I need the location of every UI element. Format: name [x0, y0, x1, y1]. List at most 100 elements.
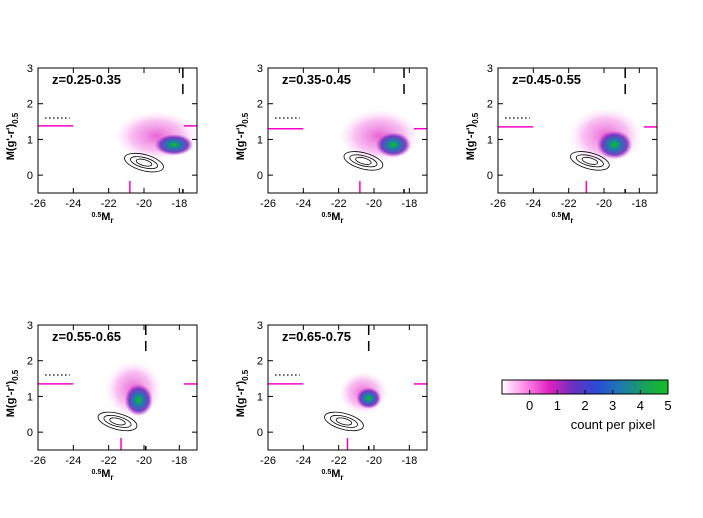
x-label-sup: 0.5	[322, 469, 332, 476]
y-tick-label: 1	[487, 134, 493, 146]
x-label-sub: r	[340, 473, 343, 482]
x-tick-label: -24	[295, 455, 311, 467]
x-tick-label: -20	[136, 198, 152, 210]
y-tick-label: 1	[257, 134, 263, 146]
y-tick-label: 3	[257, 320, 263, 332]
x-label-main: M	[331, 468, 340, 480]
x-tick-label: -22	[561, 198, 577, 210]
x-axis-label: 0.5Mr	[92, 211, 114, 225]
y-tick-label: 2	[27, 356, 33, 368]
contour-line-3	[335, 417, 353, 426]
y-axis-label: M(g'-r')0.5	[235, 112, 250, 160]
y-axis-label: M(g'-r')0.5	[5, 369, 20, 417]
y-label-sub: 0.5	[471, 112, 480, 124]
redshift-label: z=0.55-0.65	[52, 329, 121, 344]
x-tick-label: -20	[136, 455, 152, 467]
colorbar-tick-label: 4	[637, 398, 644, 413]
contour-line-2	[575, 154, 604, 168]
y-tick-label: 0	[27, 427, 33, 439]
contour-line-1	[570, 151, 610, 171]
plot-area	[268, 325, 427, 450]
y-axis-label: M(g'-r')0.5	[5, 112, 20, 160]
x-label-sub: r	[110, 473, 113, 482]
plot-frame	[267, 67, 428, 194]
contour-line-3	[109, 417, 126, 426]
contour-line-2	[329, 414, 358, 428]
x-label-main: M	[561, 211, 570, 223]
x-label-main: M	[101, 468, 110, 480]
colorbar: 0 1 2 3 4 5 count per pixel	[501, 379, 672, 432]
colorbar-tick-label: 1	[554, 398, 561, 413]
x-tick-label: -26	[490, 198, 506, 210]
contour-line-1	[124, 152, 164, 173]
colorbar-tick-label: 5	[664, 398, 671, 413]
contour-line-1	[97, 411, 138, 432]
y-axis-label: M(g'-r')0.5	[235, 369, 250, 417]
panel-5: -26 -24 -22 -20 -180123z=0.65-0.750.5MrM(g'-…	[235, 320, 428, 482]
y-label-main: M(g'-r')	[235, 124, 247, 161]
x-tick-label: -24	[295, 198, 311, 210]
plot-area	[268, 68, 427, 193]
y-tick-label: 2	[257, 99, 263, 111]
x-tick-label: -22	[331, 455, 347, 467]
x-tick-label: -20	[366, 198, 382, 210]
plot-area	[498, 68, 657, 193]
panel-2: -26 -24 -22 -20 -180123z=0.35-0.450.5MrM(g'-…	[235, 63, 428, 225]
density-core	[356, 387, 382, 409]
y-tick-label: 0	[257, 427, 263, 439]
colorbar-tick-label: 2	[581, 398, 588, 413]
y-tick-label: 0	[27, 170, 33, 182]
x-tick-label: -26	[260, 198, 276, 210]
colorbar-tick-label: 3	[609, 398, 616, 413]
x-label-sub: r	[340, 216, 343, 225]
colorbar-tick-label: 0	[526, 398, 533, 413]
plot-frame	[267, 324, 428, 451]
contour-line-3	[355, 156, 372, 165]
x-axis-label: 0.5Mr	[552, 211, 574, 225]
x-tick-label: -26	[260, 455, 276, 467]
y-tick-label: 0	[257, 170, 263, 182]
y-tick-label: 3	[257, 63, 263, 75]
x-tick-label: -18	[171, 198, 187, 210]
y-label-main: M(g'-r')	[235, 381, 247, 418]
x-tick-label: -22	[101, 198, 117, 210]
y-tick-label: 3	[27, 63, 33, 75]
x-label-sup: 0.5	[92, 212, 102, 219]
y-label-sub: 0.5	[11, 112, 20, 124]
x-label-sub: r	[110, 216, 113, 225]
plot-frame	[37, 67, 198, 194]
contour-line-1	[324, 411, 364, 432]
x-label-main: M	[101, 211, 110, 223]
panel-4: -26 -24 -22 -20 -180123z=0.55-0.650.5MrM(g'-…	[5, 320, 198, 482]
density-core	[154, 134, 194, 156]
y-tick-label: 2	[487, 99, 493, 111]
x-tick-label: -22	[101, 455, 117, 467]
contour-line-2	[130, 156, 158, 170]
redshift-label: z=0.35-0.45	[282, 72, 351, 87]
y-label-sub: 0.5	[241, 369, 250, 381]
panel-1: -26 -24 -22 -20 -180123z=0.25-0.350.5MrM(g'-…	[5, 63, 198, 225]
panel-3: -26 -24 -22 -20 -180123z=0.45-0.550.5MrM(g'-…	[465, 63, 658, 225]
x-tick-label: -18	[171, 455, 187, 467]
y-tick-label: 2	[257, 356, 263, 368]
contour-line-2	[349, 154, 378, 168]
x-label-sup: 0.5	[552, 212, 562, 219]
density-core	[124, 383, 153, 417]
plot-frame	[497, 67, 658, 194]
y-label-sub: 0.5	[11, 369, 20, 381]
plot-area	[38, 325, 197, 450]
x-tick-label: -20	[596, 198, 612, 210]
plot-frame	[37, 324, 198, 451]
x-tick-label: -18	[401, 198, 417, 210]
panels: -26 -24 -22 -20 -180123z=0.25-0.350.5MrM(g'-…	[5, 63, 658, 482]
x-tick-label: -26	[30, 455, 46, 467]
y-axis-label: M(g'-r')0.5	[465, 112, 480, 160]
x-axis-label: 0.5Mr	[92, 468, 114, 482]
x-label-sup: 0.5	[92, 469, 102, 476]
y-tick-label: 3	[27, 320, 33, 332]
x-tick-label: -18	[631, 198, 647, 210]
y-tick-label: 1	[257, 391, 263, 403]
x-tick-label: -24	[525, 198, 541, 210]
colorbar-label: count per pixel	[571, 417, 656, 432]
